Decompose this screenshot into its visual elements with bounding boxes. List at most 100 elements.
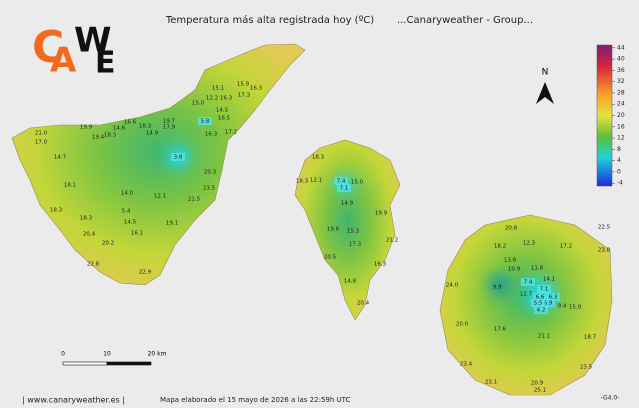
temperature-label: 5.4 xyxy=(122,209,131,215)
temperature-label: 14.6 xyxy=(113,126,126,132)
temperature-label: 11.8 xyxy=(531,266,544,272)
temperature-label: 18.7 xyxy=(584,335,597,341)
temperature-label: 18.3 xyxy=(104,133,117,139)
temperature-label: 25.1 xyxy=(534,388,546,394)
highlight xyxy=(337,184,351,192)
logo-letter: E xyxy=(95,46,116,81)
temperature-label: 18.3 xyxy=(50,208,63,214)
temperature-label: 17.0 xyxy=(35,140,48,146)
colorbar-label: 24 xyxy=(617,101,625,108)
colorbar-label: 32 xyxy=(617,78,625,85)
highlight xyxy=(534,306,548,314)
logo-letter: A xyxy=(50,41,77,81)
temperature-label: 19.1 xyxy=(166,221,178,227)
group: ...Canaryweather - Group... xyxy=(397,15,533,26)
temperature-label: 16.1 xyxy=(131,231,143,237)
temperature-label: 20.2 xyxy=(102,241,114,247)
temperature-label: 14.5 xyxy=(124,220,137,226)
temperature-label: 20.8 xyxy=(505,226,518,232)
temperature-label: 20.4 xyxy=(83,232,96,238)
footer-version: -G4.0- xyxy=(601,395,620,402)
scale-seg xyxy=(62,361,108,366)
temperature-label: 21.2 xyxy=(386,238,398,244)
temperature-label: 19.6 xyxy=(327,227,340,233)
temperature-label: 20.9 xyxy=(531,381,544,387)
temperature-label: 4.2 xyxy=(537,308,546,314)
temperature-label: 18.3 xyxy=(296,179,309,185)
temperature-label: 3.8 xyxy=(174,155,183,161)
temperature-label: 17.6 xyxy=(494,327,507,333)
temperature-label: 6.9 xyxy=(544,301,553,307)
colorbar-label: 44 xyxy=(617,44,625,51)
highlight xyxy=(531,299,545,307)
temperature-label: 16.3 xyxy=(374,262,387,268)
logo-letter: W xyxy=(74,21,112,61)
colorbar-label: 36 xyxy=(617,67,625,74)
highlight xyxy=(541,299,555,307)
temperature-label: 15.0 xyxy=(351,180,364,186)
temperature-label: 18.3 xyxy=(312,155,325,161)
temperature-label: 12.1 xyxy=(154,194,166,200)
temperature-label: 14.8 xyxy=(344,279,357,285)
title: Temperatura más alta registrada hoy (ºC) xyxy=(165,14,374,26)
temperature-label: 7.4 xyxy=(524,280,533,286)
footer-note: Mapa elaborado el 15 mayo de 2026 a las … xyxy=(160,396,351,404)
temperature-label: 6.3 xyxy=(549,295,558,301)
temperature-label: 15.1 xyxy=(212,86,224,92)
temperature-label: 16.3 xyxy=(220,96,233,102)
tenerife xyxy=(11,43,306,286)
cold-spot xyxy=(488,273,512,297)
temperature-label: 9.4 xyxy=(558,304,567,310)
temperature-label: 17.3 xyxy=(349,242,362,248)
scale-label: 0 xyxy=(61,351,65,358)
highlight xyxy=(533,293,547,301)
temperature-label: 18.3 xyxy=(80,216,93,222)
temperature-label: 7.4 xyxy=(337,179,346,185)
scale-label: 20 km xyxy=(148,351,167,358)
gran-canaria xyxy=(439,214,613,396)
temperature-label: 18.2 xyxy=(494,244,506,250)
colorbar-label: 4 xyxy=(617,157,621,164)
temperature-label: 17.9 xyxy=(163,125,176,131)
temperature-label: 5.8 xyxy=(201,119,210,125)
colorbar-label: 12 xyxy=(617,135,625,142)
temperature-label: 15.0 xyxy=(192,101,205,107)
colorbar-label: 40 xyxy=(617,56,625,63)
temperature-label: 14.9 xyxy=(146,131,159,137)
la-palma xyxy=(294,139,401,321)
temperature-label: 14.1 xyxy=(543,277,555,283)
temperature-label: 7.1 xyxy=(540,287,549,293)
colorbar xyxy=(596,44,613,187)
temperature-label: 6.6 xyxy=(536,295,545,301)
temperature-label: 19.7 xyxy=(163,119,176,125)
temperature-label: 22.5 xyxy=(598,225,611,231)
colorbar-label: 20 xyxy=(617,112,625,119)
north-arrow: N xyxy=(536,68,554,104)
temperature-label: 14.9 xyxy=(341,201,354,207)
temperature-label: 13.8 xyxy=(504,258,517,264)
temperature-label: 19.9 xyxy=(80,125,93,131)
temperature-label: 14.5 xyxy=(216,108,229,114)
temperature-label: 9.9 xyxy=(493,285,502,291)
temperature-label: 10.9 xyxy=(508,267,521,273)
temperature-label: 20.0 xyxy=(456,322,469,328)
temperature-label: 20.4 xyxy=(357,301,370,307)
temperature-label: 23.4 xyxy=(460,362,473,368)
temperature-label: 20.3 xyxy=(204,170,217,176)
footer-site: | www.canaryweather.es | xyxy=(22,396,125,405)
temperature-label: 18.1 xyxy=(64,183,76,189)
temperature-label: 17.2 xyxy=(225,130,237,136)
temperature-label: 17.3 xyxy=(238,93,251,99)
temperature-label: 12.3 xyxy=(523,241,536,247)
temperature-label: 12.2 xyxy=(206,96,218,102)
temperature-label: 14.0 xyxy=(121,191,134,197)
colorbar-label: 28 xyxy=(617,89,625,96)
colorbar-label: 0 xyxy=(617,168,621,175)
highlight xyxy=(546,293,560,301)
temperature-label: 16.5 xyxy=(218,116,231,122)
temperature-label: 7.1 xyxy=(340,186,349,192)
temperature-label: 18.3 xyxy=(139,124,152,130)
highlight xyxy=(198,117,212,125)
north-label: N xyxy=(542,68,549,78)
